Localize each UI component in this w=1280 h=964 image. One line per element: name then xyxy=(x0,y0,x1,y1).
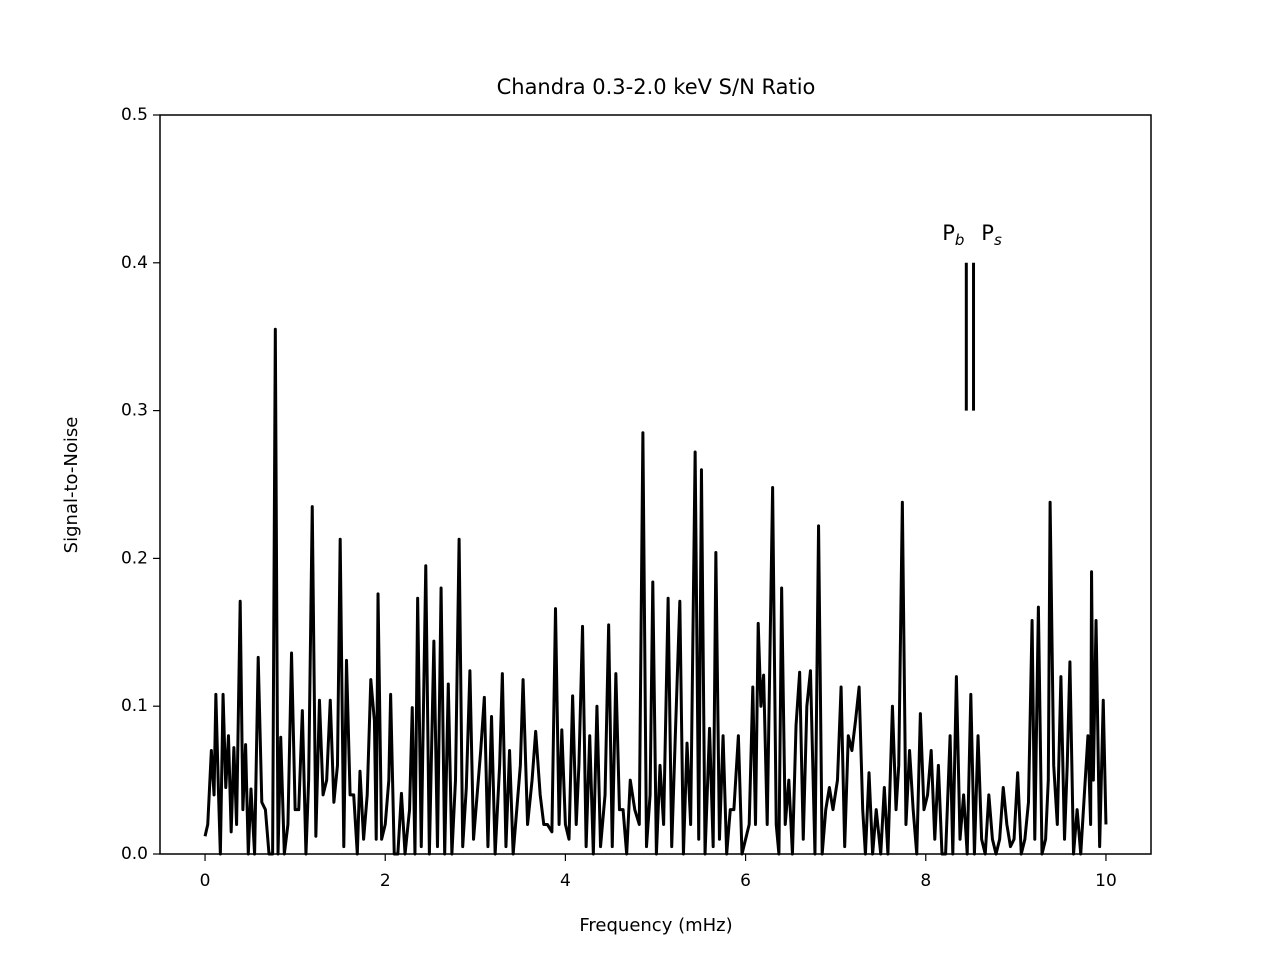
x-tick-label: 10 xyxy=(1095,871,1117,891)
annotation-label: Pb xyxy=(942,221,964,249)
y-tick-label: 0.0 xyxy=(121,844,148,864)
y-tick-label: 0.1 xyxy=(121,696,148,716)
x-axis-label: Frequency (mHz) xyxy=(579,915,732,936)
annotation-text: P xyxy=(981,221,994,245)
y-tick-label: 0.2 xyxy=(121,548,148,568)
annotation-subscript: s xyxy=(994,231,1002,249)
x-tick-label: 0 xyxy=(200,871,211,891)
x-tick-label: 4 xyxy=(560,871,571,891)
plot-frame xyxy=(159,114,1152,855)
annotation-label: Ps xyxy=(981,221,1002,249)
x-tick-label: 6 xyxy=(740,871,751,891)
chart-title: Chandra 0.3-2.0 keV S/N Ratio xyxy=(497,75,816,99)
annotation-text: P xyxy=(942,221,955,245)
y-tick-label: 0.5 xyxy=(121,105,148,125)
y-axis-label: Signal-to-Noise xyxy=(61,417,82,554)
x-tick-label: 2 xyxy=(380,871,391,891)
annotation-subscript: b xyxy=(955,231,965,249)
y-tick-label: 0.4 xyxy=(121,253,148,273)
x-tick-label: 8 xyxy=(920,871,931,891)
data-line xyxy=(203,327,1108,856)
y-tick-label: 0.3 xyxy=(121,401,148,421)
